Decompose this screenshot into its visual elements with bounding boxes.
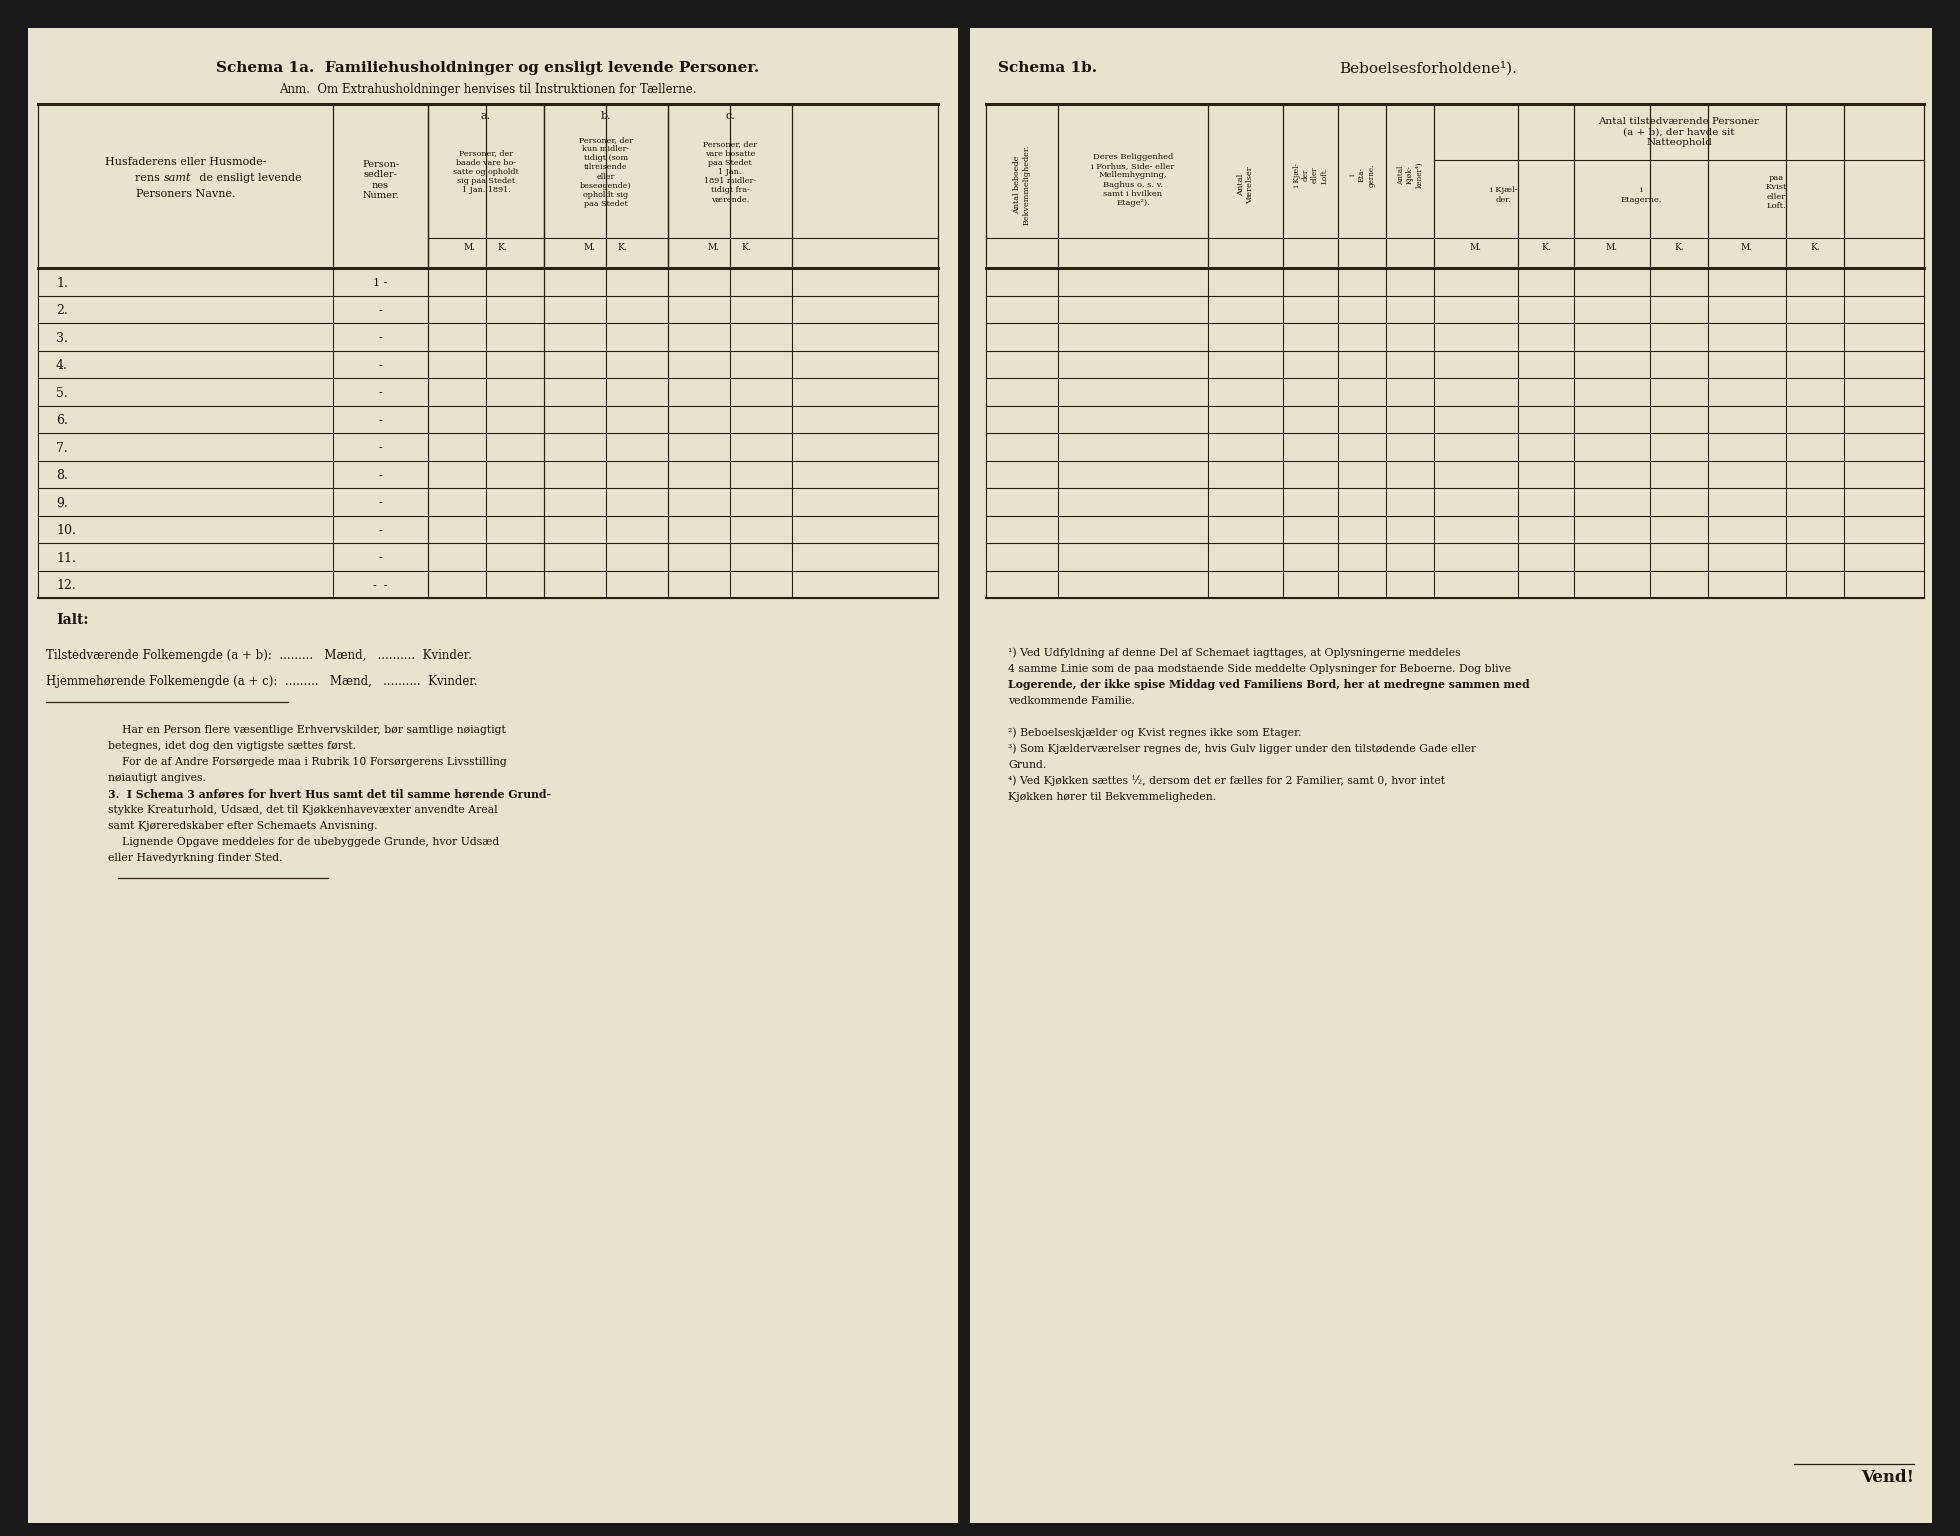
Text: ³) Som Kjælderværelser regnes de, hvis Gulv ligger under den tilstødende Gade el: ³) Som Kjælderværelser regnes de, hvis G… bbox=[1007, 743, 1476, 754]
Text: Lignende Opgave meddeles for de ubebyggede Grunde, hvor Udsæd: Lignende Opgave meddeles for de ubebygge… bbox=[108, 837, 500, 846]
Text: 3.: 3. bbox=[57, 332, 69, 344]
Text: de ensligt levende: de ensligt levende bbox=[196, 174, 302, 183]
Text: ¹) Ved Udfyldning af denne Del af Schemaet iagttages, at Oplysningerne meddeles: ¹) Ved Udfyldning af denne Del af Schema… bbox=[1007, 648, 1460, 659]
Text: Anm.  Om Extrahusholdninger henvises til Instruktionen for Tællerne.: Anm. Om Extrahusholdninger henvises til … bbox=[278, 83, 696, 97]
Text: b.: b. bbox=[600, 111, 612, 121]
Text: betegnes, idet dog den vigtigste sættes først.: betegnes, idet dog den vigtigste sættes … bbox=[108, 740, 357, 751]
Text: 5.: 5. bbox=[57, 387, 69, 399]
Text: 11.: 11. bbox=[57, 551, 76, 565]
Text: i Kjæl-
der.: i Kjæl- der. bbox=[1490, 186, 1517, 204]
Text: Antal
Kjøk-
kener⁴): Antal Kjøk- kener⁴) bbox=[1397, 161, 1423, 189]
Text: samt: samt bbox=[163, 174, 190, 183]
Text: 1.: 1. bbox=[57, 276, 69, 290]
Text: nøiautigt angives.: nøiautigt angives. bbox=[108, 773, 206, 783]
Text: ²) Beboelseskjælder og Kvist regnes ikke som Etager.: ²) Beboelseskjælder og Kvist regnes ikke… bbox=[1007, 728, 1301, 739]
Text: For de af Andre Forsørgede maa i Rubrik 10 Forsørgerens Livsstilling: For de af Andre Forsørgede maa i Rubrik … bbox=[108, 757, 508, 766]
Text: i Kjæl-
der
eller
Loft.: i Kjæl- der eller Loft. bbox=[1294, 163, 1329, 187]
Text: Schema 1a.  Familiehusholdninger og ensligt levende Personer.: Schema 1a. Familiehusholdninger og ensli… bbox=[216, 61, 760, 75]
Text: Beboelsesforholdene¹).: Beboelsesforholdene¹). bbox=[1339, 61, 1517, 75]
Text: -: - bbox=[378, 498, 382, 508]
Text: 4.: 4. bbox=[57, 359, 69, 372]
Text: 8.: 8. bbox=[57, 468, 69, 482]
Text: M.: M. bbox=[1740, 244, 1752, 252]
Text: M.: M. bbox=[1470, 244, 1482, 252]
Text: M.: M. bbox=[465, 244, 476, 252]
Text: -: - bbox=[378, 361, 382, 370]
Text: K.: K. bbox=[617, 244, 627, 252]
Text: 6.: 6. bbox=[57, 415, 69, 427]
Text: i
Eta-
gerne.: i Eta- gerne. bbox=[1348, 163, 1376, 187]
Text: Vend!: Vend! bbox=[1860, 1470, 1915, 1487]
Text: K.: K. bbox=[1674, 244, 1684, 252]
Text: Kjøkken hører til Bekvemmeligheden.: Kjøkken hører til Bekvemmeligheden. bbox=[1007, 793, 1215, 802]
Text: 2.: 2. bbox=[57, 304, 69, 316]
Text: 7.: 7. bbox=[57, 442, 69, 455]
Bar bbox=[970, 28, 1933, 1524]
Text: M.: M. bbox=[1605, 244, 1619, 252]
Text: i
Etagerne.: i Etagerne. bbox=[1621, 186, 1662, 204]
Text: c.: c. bbox=[725, 111, 735, 121]
Text: 10.: 10. bbox=[57, 524, 76, 538]
Text: -: - bbox=[378, 525, 382, 536]
Text: a.: a. bbox=[480, 111, 492, 121]
Text: Personer, der
vare bosatte
paa Stedet
1 Jan.
1891 midler-
tidigt fra-
værende.: Personer, der vare bosatte paa Stedet 1 … bbox=[704, 140, 757, 204]
Text: 4 samme Linie som de paa modstaende Side meddelte Oplysninger for Beboerne. Dog : 4 samme Linie som de paa modstaende Side… bbox=[1007, 664, 1511, 674]
Text: Ialt:: Ialt: bbox=[57, 613, 88, 627]
Text: K.: K. bbox=[498, 244, 508, 252]
Text: -: - bbox=[378, 416, 382, 425]
Text: samt Kjøreredskaber efter Schemaets Anvisning.: samt Kjøreredskaber efter Schemaets Anvi… bbox=[108, 822, 378, 831]
Text: -: - bbox=[378, 470, 382, 481]
Text: Personers Navne.: Personers Navne. bbox=[135, 189, 235, 200]
Text: 3.  I Schema 3 anføres for hvert Hus samt det til samme hørende Grund-: 3. I Schema 3 anføres for hvert Hus samt… bbox=[108, 788, 551, 800]
Text: K.: K. bbox=[1811, 244, 1821, 252]
Text: -: - bbox=[378, 442, 382, 453]
Text: 1 -: 1 - bbox=[372, 278, 388, 289]
Bar bbox=[27, 28, 958, 1524]
Text: vedkommende Familie.: vedkommende Familie. bbox=[1007, 696, 1135, 707]
Text: Har en Person flere væsentlige Erhvervskilder, bør samtlige nøiagtigt: Har en Person flere væsentlige Erhvervsk… bbox=[108, 725, 506, 736]
Text: K.: K. bbox=[1541, 244, 1550, 252]
Text: Antal tilstedværende Personer
(a + b), der havde sit
Natteophold: Antal tilstedværende Personer (a + b), d… bbox=[1599, 117, 1760, 147]
Text: -: - bbox=[378, 553, 382, 564]
Text: Schema 1b.: Schema 1b. bbox=[998, 61, 1098, 75]
Text: Hjemmehørende Folkemengde (a + c):  .........   Mænd,   ..........  Kvinder.: Hjemmehørende Folkemengde (a + c): .....… bbox=[45, 676, 478, 688]
Text: M.: M. bbox=[584, 244, 596, 252]
Text: 12.: 12. bbox=[57, 579, 76, 591]
Text: Tilstedværende Folkemengde (a + b):  .........   Mænd,   ..........  Kvinder.: Tilstedværende Folkemengde (a + b): ....… bbox=[45, 650, 472, 662]
Text: -  -: - - bbox=[372, 581, 388, 591]
Text: 9.: 9. bbox=[57, 496, 69, 510]
Text: Antal
Værelser: Antal Værelser bbox=[1237, 166, 1254, 204]
Text: -: - bbox=[378, 306, 382, 315]
Text: -: - bbox=[378, 389, 382, 398]
Text: Husfaderens eller Husmode-: Husfaderens eller Husmode- bbox=[104, 157, 267, 167]
Text: -: - bbox=[378, 333, 382, 343]
Text: Person-
sedler-
nes
Numer.: Person- sedler- nes Numer. bbox=[363, 160, 400, 200]
Text: ⁴) Ved Kjøkken sættes ½, dersom det er fælles for 2 Familier, samt 0, hvor intet: ⁴) Ved Kjøkken sættes ½, dersom det er f… bbox=[1007, 776, 1445, 786]
Text: Logerende, der ikke spise Middag ved Familiens Bord, her at medregne sammen med: Logerende, der ikke spise Middag ved Fam… bbox=[1007, 679, 1529, 691]
Text: Antal beboede
Bekvemmeligheder.: Antal beboede Bekvemmeligheder. bbox=[1013, 144, 1031, 226]
Text: rens: rens bbox=[135, 174, 163, 183]
Text: K.: K. bbox=[741, 244, 751, 252]
Text: Personer, der
baade vare bo-
satte og opholdt
sig paa Stedet
1 Jan. 1891.: Personer, der baade vare bo- satte og op… bbox=[453, 149, 519, 195]
Text: Deres Beliggenhed
i Forhus, Side- eller
Mellemhygning,
Baghus o. s. v.
samt i hv: Deres Beliggenhed i Forhus, Side- eller … bbox=[1092, 154, 1174, 207]
Text: eller Havedyrkning finder Sted.: eller Havedyrkning finder Sted. bbox=[108, 852, 282, 863]
Text: Personer, der
kun midler-
tidigt (som
tilreisende
eller
beseøgende)
opholdt sig
: Personer, der kun midler- tidigt (som ti… bbox=[578, 135, 633, 209]
Text: paa
Kvist
eller
Loft.: paa Kvist eller Loft. bbox=[1766, 174, 1788, 210]
Text: stykke Kreaturhold, Udsæd, det til Kjøkkenhavevæxter anvendte Areal: stykke Kreaturhold, Udsæd, det til Kjøkk… bbox=[108, 805, 498, 816]
Text: Grund.: Grund. bbox=[1007, 760, 1047, 770]
Text: M.: M. bbox=[708, 244, 719, 252]
